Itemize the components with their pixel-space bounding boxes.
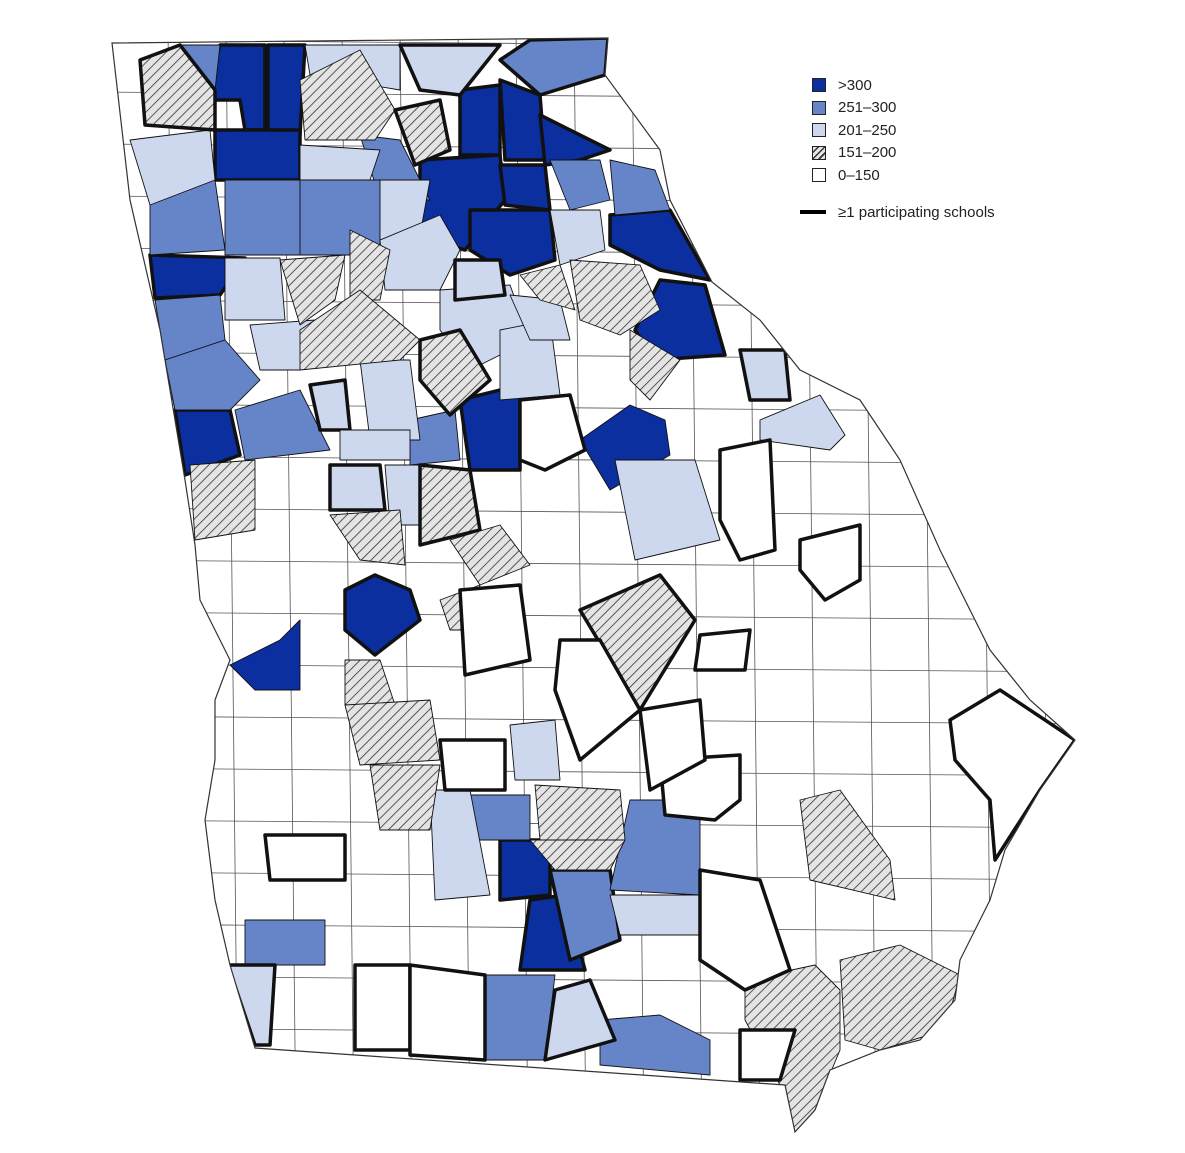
county [344,699,441,766]
county [164,339,261,411]
legend-swatch [812,123,826,138]
county [449,524,531,586]
county [579,404,671,491]
county [129,129,216,206]
county-participating [328,463,387,512]
county [799,789,896,901]
county-participating [518,393,587,472]
county-participating [453,258,507,302]
county [519,264,576,311]
county-participating [393,98,452,167]
county-participating [138,43,217,132]
legend-item: 0–150 [812,164,995,187]
county-participating [438,738,507,792]
county-border [112,1079,1075,1089]
county [549,159,611,211]
county-participating [458,83,502,157]
county-participating [353,963,412,1052]
legend-swatch [812,78,826,93]
county [359,359,421,441]
counties [129,38,1075,1132]
legend-label: 251–300 [838,99,897,117]
legend-label: 0–150 [838,166,880,184]
bold-line-swatch [800,210,826,214]
county-participating [418,463,482,547]
state-outline [111,37,1076,1134]
legend-swatch [812,100,826,115]
county [224,257,286,321]
county-participating [458,583,532,677]
county-border [112,38,123,1132]
county [244,919,326,966]
county-border [1037,38,1051,1132]
county [549,209,606,266]
county-participating [948,688,1075,862]
legend-swatch [812,145,826,160]
county [229,619,301,691]
county-participating [738,1028,797,1082]
county [299,289,421,371]
legend-participating: ≥1 participating schools [800,204,995,221]
county-participating [263,833,347,882]
county [189,459,256,541]
county-border [112,1131,1075,1132]
county [279,254,346,326]
county-participating [718,438,777,562]
county [329,509,406,566]
county [529,839,626,871]
county-participating [543,978,617,1062]
county [534,784,626,841]
county-participating [738,348,792,402]
county [349,229,391,301]
county [299,144,381,181]
county-border [112,559,1075,569]
legend-swatch [812,168,826,183]
county [234,389,331,461]
county-participating [408,963,487,1062]
county [609,894,701,936]
county [469,794,531,841]
county-participating [498,163,552,212]
county-participating [213,128,302,182]
county [599,1014,711,1076]
county-participating [638,698,707,792]
county-participating [343,573,422,657]
county-participating [698,868,792,992]
county [759,394,846,451]
legend-label: 201–250 [838,121,897,139]
county-participating [226,963,277,1047]
legend-label: 151–200 [838,144,897,162]
county [614,459,721,561]
legend-item: 251–300 [812,97,995,120]
county-participating [798,523,862,602]
legend-participating-label: ≥1 participating schools [838,203,995,221]
county-border [112,767,1075,777]
county-participating [418,328,492,417]
county-participating [553,638,642,762]
county [484,974,556,1061]
legend-item: 151–200 [812,142,995,165]
county [224,179,301,256]
county [339,429,411,461]
county [509,719,561,781]
county [379,214,461,291]
county [299,49,396,141]
county-participating [693,628,752,672]
county-participating [266,43,307,137]
legend: >300 251–300 201–250 151–200 0–150 ≥1 partic… [800,74,995,221]
county [609,159,671,216]
legend-item: >300 [812,74,995,97]
county [369,764,441,831]
county [629,329,681,401]
legend-item: 201–250 [812,119,995,142]
county-participating [398,43,502,97]
legend-label: >300 [838,76,872,94]
county [569,259,661,336]
